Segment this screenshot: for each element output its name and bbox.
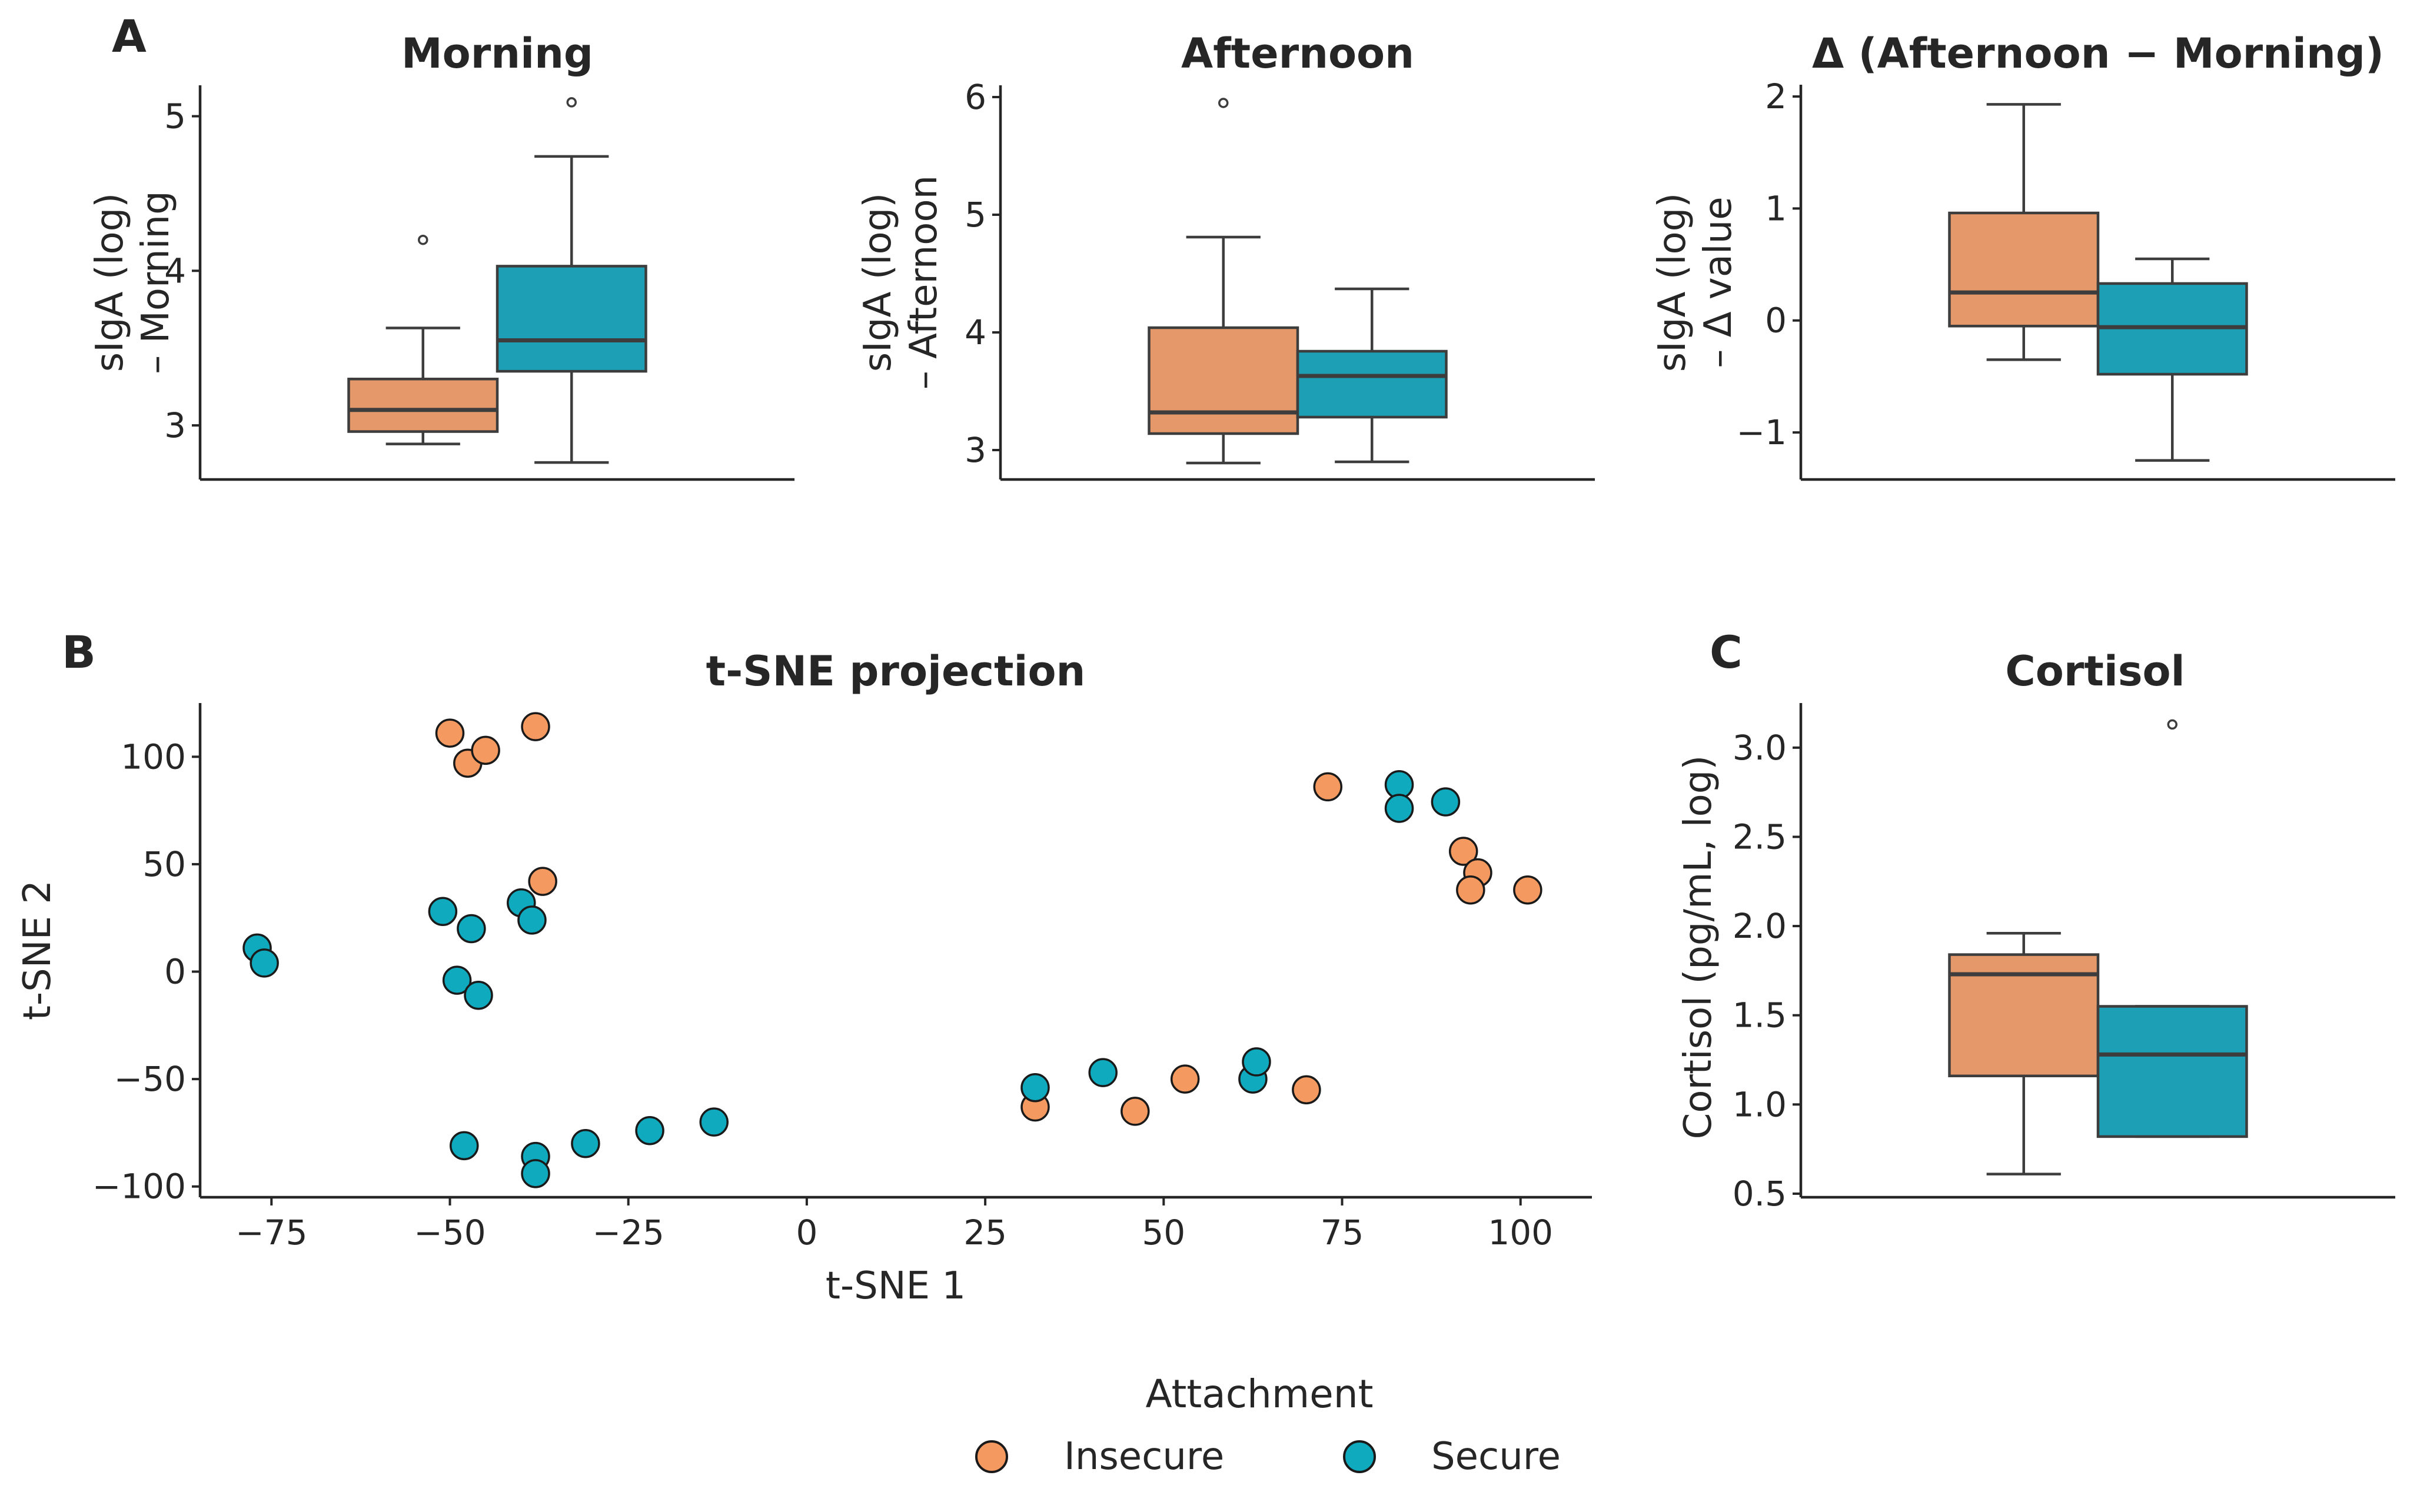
point-insecure <box>1170 1064 1200 1094</box>
point-insecure <box>528 867 557 896</box>
y-tick-label: 3.0 <box>1733 728 1787 768</box>
point-insecure <box>471 735 500 765</box>
delta-title: Δ (Afternoon − Morning) <box>1812 29 2384 78</box>
box-insecure <box>1148 326 1299 435</box>
y-tick-label: 50 <box>142 844 186 884</box>
y-tick-label: 6 <box>965 77 986 117</box>
y-axis-label-line: sIgA (log) <box>856 193 900 372</box>
legend-marker-secure <box>1343 1440 1376 1473</box>
y-axis-label-line: sIgA (log) <box>1651 193 1694 372</box>
x-tick-label: −50 <box>414 1213 486 1253</box>
point-secure <box>1431 787 1461 817</box>
legend-label-secure: Secure <box>1431 1435 1561 1478</box>
x-tick-label: −75 <box>235 1213 307 1253</box>
point-secure <box>250 948 279 978</box>
point-secure <box>571 1128 600 1158</box>
panel-letter-a: A <box>112 10 147 62</box>
point-secure <box>464 980 493 1010</box>
y-tick-label: 5 <box>965 195 986 235</box>
panel-letter-b: B <box>62 626 96 678</box>
y-tick-label: −1 <box>1737 412 1787 452</box>
y-tick-label: 0.5 <box>1733 1174 1787 1214</box>
y-tick-label: 0 <box>164 952 186 992</box>
point-insecure <box>1292 1075 1321 1105</box>
point-insecure <box>435 718 465 748</box>
y-tick-label: 100 <box>121 737 186 777</box>
y-axis-label-line: sIgA (log) <box>88 193 132 372</box>
x-tick-label: 75 <box>1321 1213 1364 1253</box>
point-insecure <box>521 712 550 741</box>
point-secure <box>1384 794 1414 823</box>
point-secure <box>442 965 472 995</box>
legend-title: Attachment <box>1146 1371 1374 1417</box>
delta-boxplot-panel: Δ (Afternoon − Morning) −1 0 1 2 sIgA (log) –… <box>1651 29 2395 481</box>
legend: Attachment Insecure Secure <box>975 1371 1561 1478</box>
y-tick-label: 4 <box>164 251 186 291</box>
y-tick-label: 2.0 <box>1733 906 1787 946</box>
tsne-scatter-panel: B t-SNE projection t-SNE 1 t-SNE 2 −100 −… <box>16 626 1592 1308</box>
y-tick-label: −100 <box>92 1167 186 1207</box>
box-secure <box>496 265 647 373</box>
point-secure <box>1020 1073 1050 1103</box>
afternoon-boxplot-panel: Afternoon 3 4 5 6 sIgA (log) – Afternoon <box>856 29 1595 481</box>
y-axis-label-line: – Δ value <box>1697 197 1740 368</box>
y-tick-label: 0 <box>1765 301 1787 341</box>
y-tick-label: 1.0 <box>1733 1084 1787 1124</box>
point-insecure <box>1456 875 1485 905</box>
point-secure <box>635 1116 664 1145</box>
x-tick-label: −25 <box>592 1213 664 1253</box>
morning-boxplot-panel: A Morning 3 4 5 sIgA (log) – Morning <box>88 10 794 481</box>
y-tick-label: 1.5 <box>1733 995 1787 1035</box>
point-secure <box>457 914 486 944</box>
cortisol-ylabel: Cortisol (pg/mL, log) <box>1677 755 1720 1140</box>
point-secure <box>699 1107 729 1137</box>
point-secure <box>517 905 547 935</box>
y-tick-label: 1 <box>1765 188 1787 228</box>
outlier-point <box>566 97 577 108</box>
y-tick-label: 5 <box>164 96 186 136</box>
x-tick-label: 25 <box>963 1213 1007 1253</box>
y-tick-label: −50 <box>114 1059 186 1099</box>
tsne-title: t-SNE projection <box>706 647 1086 695</box>
morning-title: Morning <box>401 29 593 78</box>
y-tick-label: 2 <box>1765 76 1787 116</box>
y-tick-label: 2.5 <box>1733 817 1787 857</box>
point-secure <box>521 1159 550 1188</box>
point-insecure <box>1313 772 1343 802</box>
point-secure <box>449 1131 479 1161</box>
y-tick-label: 3 <box>965 430 986 470</box>
point-insecure <box>1513 875 1542 905</box>
x-tick-label: 50 <box>1142 1213 1185 1253</box>
y-axis-label-line: – Morning <box>134 191 178 374</box>
point-insecure <box>1448 837 1478 866</box>
y-tick-label: 4 <box>965 312 986 352</box>
outlier-point <box>2167 719 2177 730</box>
y-axis-label-line: – Afternoon <box>902 175 946 389</box>
y-tick-label: 3 <box>164 405 186 445</box>
x-tick-label: 0 <box>796 1213 817 1253</box>
point-secure <box>1088 1058 1118 1087</box>
box-insecure <box>347 377 499 433</box>
point-insecure <box>1121 1097 1150 1126</box>
outlier-point <box>418 234 428 245</box>
box-insecure <box>1948 211 2100 328</box>
panel-letter-c: C <box>1710 626 1743 678</box>
outlier-point <box>1218 98 1229 108</box>
cortisol-title: Cortisol <box>2005 647 2185 695</box>
point-secure <box>428 897 458 927</box>
cortisol-boxplot-panel: C Cortisol Cortisol (pg/mL, log) 0.5 1.0 1… <box>1677 626 2395 1214</box>
point-secure <box>1242 1047 1271 1077</box>
tsne-ylabel: t-SNE 2 <box>16 880 59 1020</box>
box-secure <box>1296 349 1448 419</box>
legend-label-insecure: Insecure <box>1064 1435 1224 1478</box>
x-tick-label: 100 <box>1488 1213 1553 1253</box>
box-secure <box>2096 1005 2248 1138</box>
legend-marker-insecure <box>975 1440 1008 1473</box>
afternoon-title: Afternoon <box>1181 29 1414 78</box>
tsne-xlabel: t-SNE 1 <box>826 1264 966 1308</box>
